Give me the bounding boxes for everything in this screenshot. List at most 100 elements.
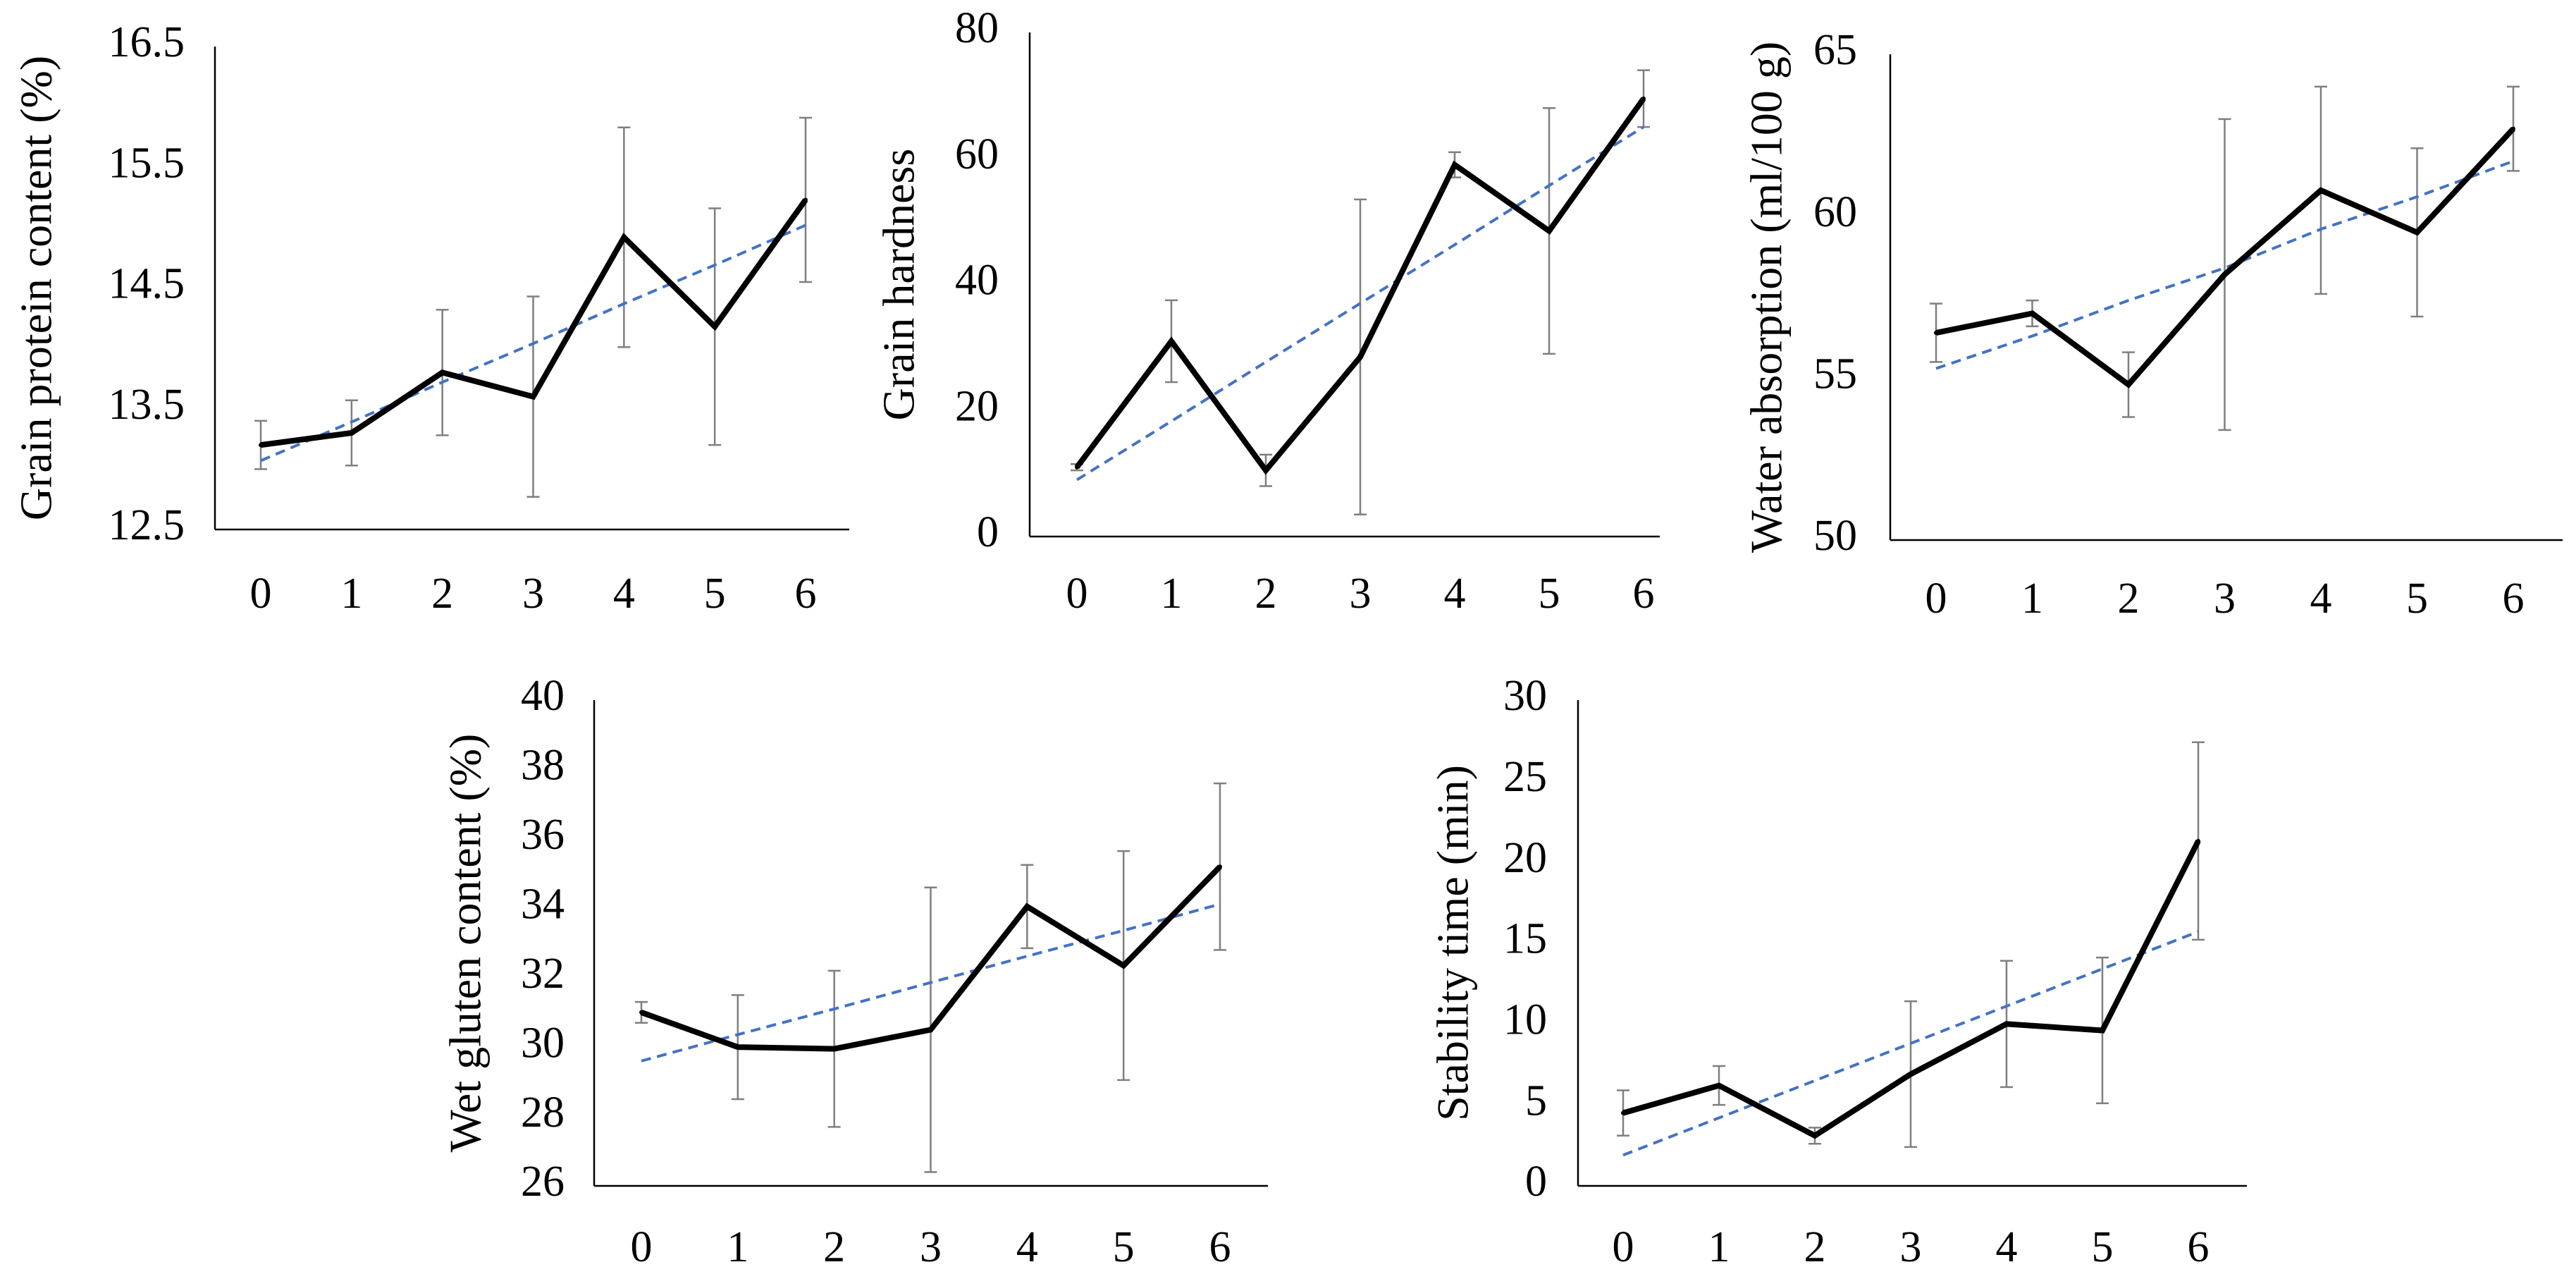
y-tick-label: 40 [955, 257, 999, 305]
data-point [2100, 1028, 2104, 1033]
x-tick-label: 1 [1708, 1223, 1730, 1271]
y-tick-label: 15.5 [109, 139, 185, 187]
x-tick-label: 4 [613, 570, 635, 618]
x-tick-label: 2 [1255, 570, 1277, 618]
x-tick-label: 2 [431, 570, 453, 618]
x-tick-label: 1 [340, 570, 362, 618]
y-axis-label: Water absorption (ml/100 g) [1742, 42, 1792, 553]
y-tick-label: 5 [1525, 1077, 1547, 1125]
y-tick-label: 16.5 [109, 18, 185, 66]
x-tick-label: 1 [1161, 570, 1183, 618]
y-tick-label: 80 [955, 4, 999, 52]
data-point [2511, 126, 2515, 131]
data-point [713, 324, 717, 329]
x-tick-label: 0 [1925, 575, 1947, 623]
x-tick-label: 1 [727, 1223, 748, 1271]
data-point [1121, 963, 1126, 968]
y-tick-label: 55 [1813, 350, 1857, 398]
data-point [2196, 838, 2200, 843]
data-point [2030, 311, 2035, 316]
data-point [1453, 162, 1457, 167]
data-point [2126, 382, 2131, 387]
x-tick-label: 4 [1996, 1223, 2018, 1271]
data-point [1075, 465, 1079, 470]
data-point [1934, 331, 1938, 336]
data-point [1909, 1072, 1913, 1077]
y-tick-label: 14.5 [109, 260, 185, 308]
y-tick-label: 65 [1813, 26, 1857, 74]
y-tick-label: 38 [521, 742, 565, 790]
trend-line [641, 902, 1221, 1063]
chart-1: 12.5 13.5 14.5 15.5 16.5 0 1 2 3 4 5 6 Grain protein… [11, 18, 849, 618]
y-tick-label: 32 [521, 950, 565, 998]
data-point [1621, 1110, 1625, 1115]
x-tick-label: 5 [2092, 1223, 2114, 1271]
trend-line [1622, 930, 2199, 1157]
x-tick-label: 6 [795, 570, 817, 618]
data-point [2319, 188, 2323, 192]
chart-5: 0 5 10 15 20 25 30 0 1 2 3 4 5 6 Stability time (min) [1428, 672, 2247, 1271]
data-point [735, 1045, 740, 1050]
y-tick-label: 20 [955, 382, 999, 430]
y-axis-label: Wet gluten content (%) [440, 734, 491, 1153]
trend-line [260, 223, 806, 463]
x-tick-label: 5 [1539, 570, 1560, 618]
y-tick-label: 0 [1525, 1158, 1547, 1206]
data-point [1717, 1083, 1721, 1088]
data-point [1025, 904, 1030, 909]
data-point [1813, 1133, 1817, 1138]
x-tick-label: 5 [1113, 1223, 1135, 1271]
y-tick-label: 30 [1503, 672, 1547, 720]
x-tick-label: 1 [2021, 575, 2043, 623]
x-tick-label: 6 [2188, 1223, 2210, 1271]
x-tick-label: 2 [823, 1223, 845, 1271]
x-tick-label: 0 [250, 570, 272, 618]
y-tick-label: 28 [521, 1089, 565, 1137]
data-point [928, 1027, 933, 1032]
x-tick-label: 4 [1444, 570, 1466, 618]
y-tick-label: 13.5 [109, 381, 185, 429]
x-tick-label: 3 [2214, 575, 2236, 623]
y-tick-label: 60 [1813, 188, 1857, 236]
y-tick-label: 20 [1503, 834, 1547, 882]
x-tick-label: 3 [1350, 570, 1372, 618]
x-tick-label: 3 [1900, 1223, 1922, 1271]
data-point [803, 197, 808, 202]
data-point [1169, 338, 1173, 343]
y-tick-label: 26 [521, 1158, 565, 1206]
data-point [259, 443, 263, 448]
x-tick-label: 6 [1209, 1223, 1231, 1271]
x-tick-label: 5 [704, 570, 726, 618]
data-point [1547, 228, 1551, 233]
y-tick-label: 40 [521, 672, 565, 720]
y-tick-label: 0 [977, 508, 999, 556]
x-tick-label: 6 [2503, 575, 2525, 623]
data-point [1218, 864, 1222, 869]
y-axis-label: Grain protein content (%) [11, 56, 61, 520]
data-point [2222, 272, 2227, 277]
y-tick-label: 10 [1503, 996, 1547, 1044]
data-point [832, 1046, 837, 1051]
x-tick-label: 6 [1633, 570, 1655, 618]
x-tick-label: 0 [1613, 1223, 1634, 1271]
y-tick-label: 60 [955, 130, 999, 178]
y-tick-label: 50 [1813, 512, 1857, 560]
data-point [1641, 96, 1646, 101]
y-tick-label: 34 [521, 881, 565, 929]
y-tick-label: 15 [1503, 915, 1547, 963]
y-tick-label: 12.5 [109, 501, 185, 549]
data-point [639, 1010, 643, 1015]
x-tick-label: 0 [631, 1223, 653, 1271]
y-axis-label: Grain hardness [874, 149, 924, 421]
chart-2: 0 20 40 60 80 0 1 2 3 4 5 6 Grain hardness [874, 4, 1660, 618]
x-tick-label: 3 [522, 570, 544, 618]
chart-3: 50 55 60 65 0 1 2 3 4 5 6 Water absorption (ml/100 … [1742, 26, 2563, 623]
data-point [1264, 468, 1268, 473]
x-tick-label: 3 [920, 1223, 942, 1271]
y-tick-label: 30 [521, 1019, 565, 1067]
data-point [440, 370, 445, 375]
data-point [531, 394, 536, 399]
trend-line [1076, 125, 1645, 482]
